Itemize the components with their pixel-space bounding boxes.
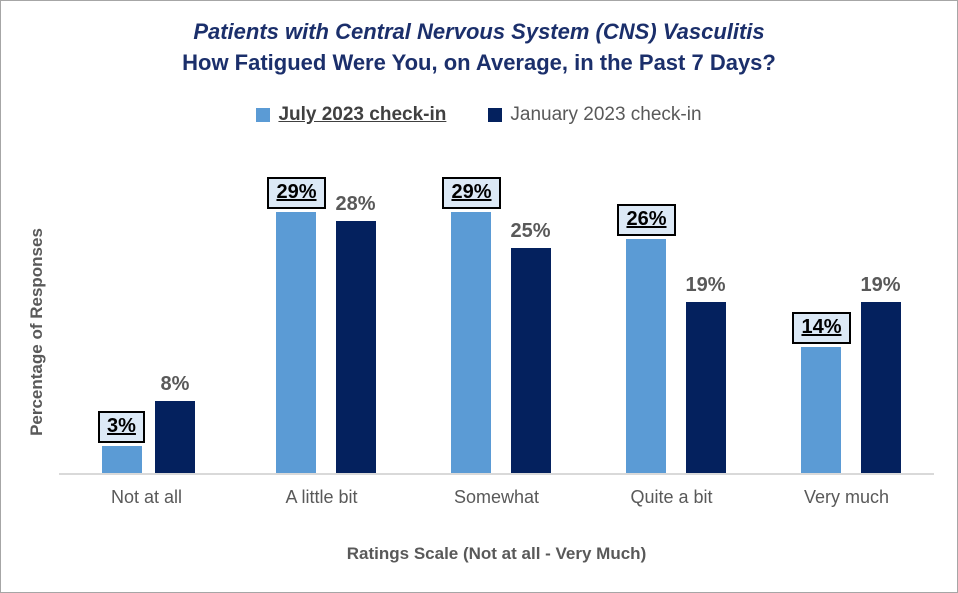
y-axis-title: Percentage of Responses [27, 228, 46, 436]
bar-column-july-2023-check-in-not-at-all: 3% [98, 411, 145, 473]
legend-item-july: July 2023 check-in [256, 104, 446, 126]
x-axis-labels: Not at all A little bit Somewhat Quite a bi… [59, 487, 934, 508]
bar-column-january-2023-check-in-very-much: 19% [861, 274, 901, 473]
legend-label-january: January 2023 check-in [510, 104, 702, 125]
chart-title-line2: How Fatigued Were You, on Average, in th… [182, 49, 776, 75]
data-label-july-2023-check-in-very-much: 14% [792, 312, 851, 344]
data-label-january-2023-check-in-quite-a-bit: 19% [685, 274, 726, 296]
bar-column-january-2023-check-in-somewhat: 25% [511, 220, 551, 473]
bar-july-2023-check-in-very-much [801, 347, 842, 473]
bar-july-2023-check-in-a-little-bit [276, 212, 317, 473]
bar-column-july-2023-check-in-quite-a-bit: 26% [617, 204, 676, 473]
data-label-july-2023-check-in-not-at-all: 3% [98, 411, 145, 443]
category-group-somewhat: 29% 25% [409, 151, 584, 473]
legend-swatch-july-icon [256, 108, 271, 122]
x-axis-label-very-much: Very much [803, 487, 890, 507]
x-axis-label-a-little-bit: A little bit [285, 487, 358, 507]
data-label-july-2023-check-in-a-little-bit: 29% [267, 177, 326, 209]
bar-january-2023-check-in-not-at-all [154, 401, 195, 473]
bar-january-2023-check-in-a-little-bit [335, 221, 376, 473]
data-label-january-2023-check-in-very-much: 19% [860, 274, 901, 296]
bar-column-january-2023-check-in-a-little-bit: 28% [336, 193, 376, 473]
x-axis-title: Ratings Scale (Not at all - Very Much) [346, 544, 647, 563]
chart-title-block: Patients with Central Nervous System (CN… [1, 17, 957, 79]
category-group-quite-a-bit: 26% 19% [584, 151, 759, 473]
legend-item-january: January 2023 check-in [488, 104, 702, 126]
data-label-january-2023-check-in-not-at-all: 8% [160, 373, 190, 395]
bar-january-2023-check-in-quite-a-bit [685, 302, 726, 473]
bar-july-2023-check-in-somewhat [451, 212, 492, 473]
bar-column-july-2023-check-in-a-little-bit: 29% [267, 177, 326, 473]
plot-area: 3% 8% 29% 28% 29% 25% 26% 19% 14% 19% [59, 151, 934, 475]
chart-title-line1: Patients with Central Nervous System (CN… [193, 19, 765, 44]
bar-column-january-2023-check-in-not-at-all: 8% [154, 373, 195, 473]
legend-label-july: July 2023 check-in [278, 104, 447, 125]
bar-january-2023-check-in-very-much [860, 302, 901, 473]
category-group-a-little-bit: 29% 28% [234, 151, 409, 473]
bar-january-2023-check-in-somewhat [510, 248, 551, 473]
bar-july-2023-check-in-quite-a-bit [626, 239, 667, 473]
data-label-july-2023-check-in-quite-a-bit: 26% [617, 204, 676, 236]
data-label-january-2023-check-in-a-little-bit: 28% [335, 193, 376, 215]
x-axis-label-quite-a-bit: Quite a bit [630, 487, 713, 507]
bar-column-july-2023-check-in-very-much: 14% [792, 312, 851, 473]
x-axis-label-not-at-all: Not at all [110, 487, 183, 507]
data-label-july-2023-check-in-somewhat: 29% [442, 177, 501, 209]
legend: July 2023 check-in January 2023 check-in [1, 104, 957, 126]
data-label-january-2023-check-in-somewhat: 25% [510, 220, 551, 242]
bar-column-july-2023-check-in-somewhat: 29% [442, 177, 501, 473]
category-group-not-at-all: 3% 8% [59, 151, 234, 473]
bar-column-january-2023-check-in-quite-a-bit: 19% [686, 274, 726, 473]
x-axis-label-somewhat: Somewhat [453, 487, 540, 507]
category-group-very-much: 14% 19% [759, 151, 934, 473]
bar-july-2023-check-in-not-at-all [101, 446, 142, 473]
legend-swatch-january-icon [488, 108, 503, 122]
